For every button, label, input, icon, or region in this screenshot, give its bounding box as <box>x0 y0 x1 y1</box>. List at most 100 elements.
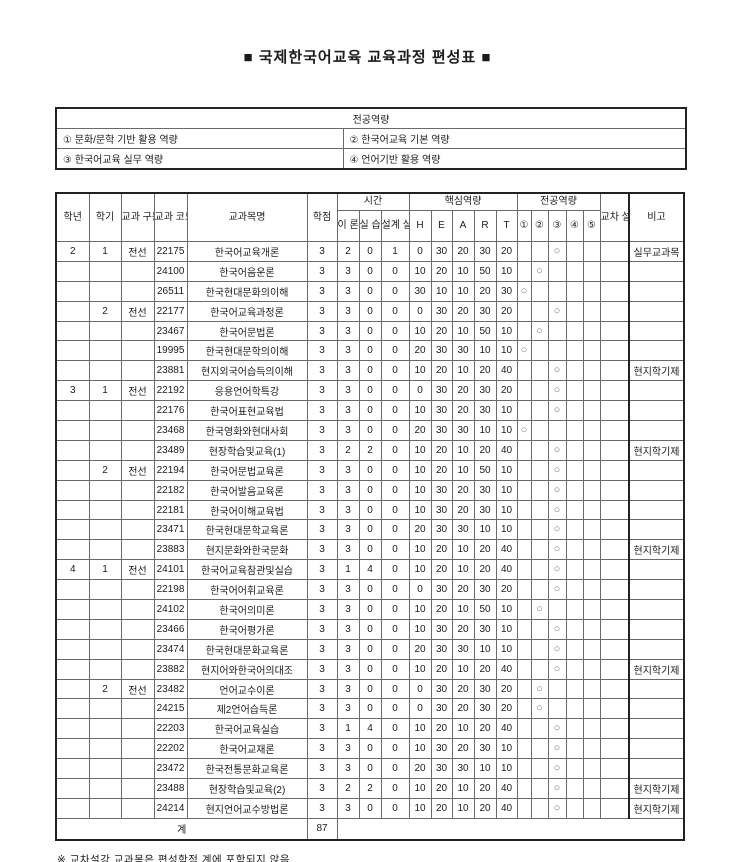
cell-core-t: 40 <box>495 559 518 581</box>
cell-core-e: 30 <box>430 340 453 362</box>
cell-practice: 0 <box>358 380 382 402</box>
cell-theory: 3 <box>336 499 360 521</box>
cell-core-r: 10 <box>473 638 497 660</box>
cell-major-3 <box>547 420 567 441</box>
cell-core-a: 10 <box>451 320 475 342</box>
cell-semester <box>88 797 122 819</box>
cell-course-name: 응용언어학특강 <box>186 380 308 402</box>
cell-core-r: 30 <box>473 300 497 322</box>
cell-core-r: 50 <box>473 260 497 282</box>
cell-major-5 <box>582 439 601 461</box>
cell-course-code: 23472 <box>153 758 188 780</box>
cell-practice: 0 <box>358 638 382 660</box>
cell-theory: 3 <box>336 758 360 780</box>
cell-practice: 4 <box>358 559 382 581</box>
cell-major-1 <box>516 499 532 521</box>
cell-core-h: 10 <box>408 499 432 521</box>
cell-practice: 0 <box>358 400 382 422</box>
cell-major-4 <box>565 300 584 322</box>
cell-core-h: 20 <box>408 519 432 541</box>
cell-core-e: 20 <box>430 797 453 819</box>
cell-core-a: 10 <box>451 778 475 799</box>
cell-note <box>628 559 685 581</box>
cell-core-e: 30 <box>430 400 453 422</box>
col-header-core-t: T <box>495 210 518 242</box>
cell-core-a: 10 <box>451 360 475 382</box>
cell-semester <box>88 658 122 680</box>
course-row: 3 1 전선 22192 응용언어학특강 3 3 0 0 0 30 20 30 20 ○ <box>55 380 685 402</box>
cell-practice: 2 <box>358 439 382 461</box>
cell-major-5 <box>582 519 601 541</box>
cell-major-1 <box>516 260 532 282</box>
cell-course-code: 22203 <box>153 718 188 740</box>
cell-core-a: 10 <box>451 797 475 819</box>
cell-course-code: 23883 <box>153 539 188 561</box>
cell-semester <box>88 618 122 640</box>
cell-note <box>628 599 685 620</box>
cell-course-code: 19995 <box>153 340 188 362</box>
cell-cross-listing <box>599 579 630 601</box>
cell-core-e: 20 <box>430 718 453 740</box>
cell-theory: 3 <box>336 678 360 700</box>
cell-year <box>55 698 90 720</box>
cell-practice: 0 <box>358 658 382 680</box>
total-credits: 87 <box>306 817 338 841</box>
cell-major-5 <box>582 718 601 740</box>
cell-practice: 0 <box>358 459 382 481</box>
cell-semester <box>88 599 122 620</box>
cell-core-r: 50 <box>473 599 497 620</box>
cell-credits: 3 <box>306 360 338 382</box>
cell-core-h: 10 <box>408 539 432 561</box>
cell-major-3: ○ <box>547 559 567 581</box>
cell-course-code: 22175 <box>153 241 188 262</box>
cell-major-4 <box>565 439 584 461</box>
cell-major-2 <box>530 539 549 561</box>
cell-course-name: 현지언어교수방법론 <box>186 797 308 819</box>
cell-major-4 <box>565 738 584 760</box>
cell-cross-listing <box>599 300 630 322</box>
cell-major-1 <box>516 638 532 660</box>
cell-note <box>628 738 685 760</box>
cell-theory: 1 <box>336 718 360 740</box>
cell-practice: 0 <box>358 280 382 302</box>
cell-course-type <box>120 340 155 362</box>
cell-major-5 <box>582 300 601 322</box>
course-row: 23467 한국어문법론 3 3 0 0 10 20 10 50 10 ○ <box>55 320 685 342</box>
cell-core-a: 10 <box>451 658 475 680</box>
cell-note <box>628 320 685 342</box>
cell-cross-listing <box>599 618 630 640</box>
cell-semester <box>88 519 122 541</box>
cell-core-e: 10 <box>430 280 453 302</box>
col-header-year: 학년 <box>55 192 90 242</box>
cell-major-4 <box>565 241 584 262</box>
cell-design: 0 <box>380 579 410 601</box>
cell-semester <box>88 439 122 461</box>
cell-course-name: 현장학습및교육(1) <box>186 439 308 461</box>
cell-major-2 <box>530 360 549 382</box>
cell-core-r: 20 <box>473 797 497 819</box>
cell-note <box>628 579 685 601</box>
cell-major-5 <box>582 360 601 382</box>
cell-major-4 <box>565 638 584 660</box>
cell-credits: 3 <box>306 618 338 640</box>
cell-core-e: 20 <box>430 260 453 282</box>
col-header-design: 설계 실무 <box>380 210 410 242</box>
cell-major-5 <box>582 499 601 521</box>
cell-core-r: 20 <box>473 539 497 561</box>
cell-major-2 <box>530 459 549 481</box>
cell-core-h: 10 <box>408 778 432 799</box>
cell-core-a: 30 <box>451 638 475 660</box>
cell-note <box>628 459 685 481</box>
cell-major-2 <box>530 758 549 780</box>
cell-design: 0 <box>380 539 410 561</box>
cell-major-3: ○ <box>547 400 567 422</box>
cell-core-r: 30 <box>473 738 497 760</box>
cell-course-type <box>120 738 155 760</box>
cell-design: 0 <box>380 638 410 660</box>
header-row-subcols: 이 론 실 습 설계 실무 H E A R T ① ② ③ ④ ⑤ <box>56 210 684 242</box>
cell-theory: 3 <box>336 260 360 282</box>
cell-major-2 <box>530 579 549 601</box>
cell-design: 0 <box>380 320 410 342</box>
cell-core-h: 10 <box>408 360 432 382</box>
cell-practice: 0 <box>358 618 382 640</box>
